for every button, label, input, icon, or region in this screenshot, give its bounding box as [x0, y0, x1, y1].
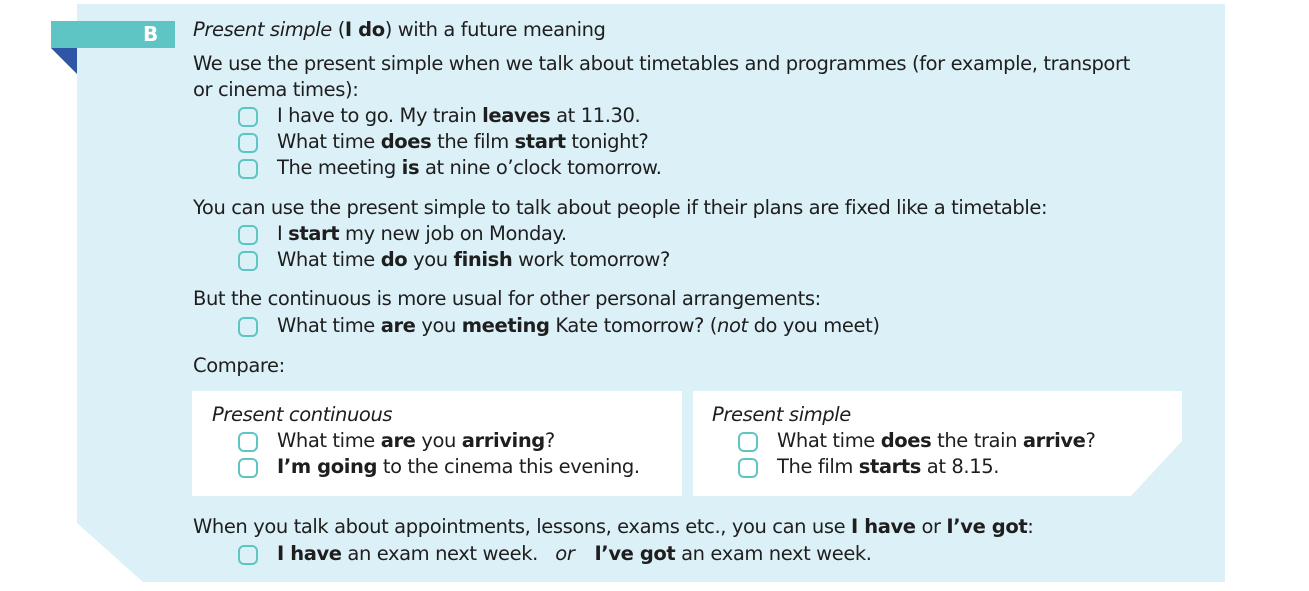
- heading-rest: with a future meaning: [391, 18, 606, 41]
- example-text: What time: [277, 429, 381, 452]
- appointments-rule: When you talk about appointments, lesson…: [193, 515, 1034, 539]
- section-badge-fold: [51, 48, 77, 74]
- example-people-2: What time do you finish work tomorrow?: [277, 248, 670, 272]
- example-text: the train: [931, 429, 1023, 452]
- example-bold: meeting: [461, 314, 550, 337]
- example-bullet-icon: [738, 432, 758, 452]
- example-text: I have to go. My train: [277, 104, 483, 127]
- rule-bold: I’ve got: [946, 515, 1028, 538]
- intro-line-2: or cinema times):: [193, 78, 359, 101]
- example-text: The meeting: [277, 156, 402, 179]
- example-timetable-2: What time does the film start tonight?: [277, 130, 649, 154]
- example-bullet-icon: [238, 251, 258, 271]
- rule-text: :: [1027, 515, 1034, 538]
- example-text: ?: [544, 429, 555, 452]
- example-text: What time: [777, 429, 881, 452]
- example-appointments: I have an exam next week. or I’ve got an …: [277, 542, 872, 566]
- example-bold: I have: [277, 542, 342, 565]
- compare-left-title: Present continuous: [212, 403, 393, 427]
- example-bold: I’m going: [277, 455, 378, 478]
- section-badge: [51, 21, 175, 48]
- example-italic: or: [555, 542, 575, 565]
- example-bold: is: [401, 156, 420, 179]
- compare-right-title-text: Present simple: [712, 403, 851, 426]
- example-text: you: [407, 248, 454, 271]
- example-bullet-icon: [238, 458, 258, 478]
- compare-right-row-2: The film starts at 8.15.: [777, 455, 999, 479]
- rule-bold: I have: [851, 515, 916, 538]
- example-text: you: [415, 314, 462, 337]
- example-bold: does: [380, 130, 432, 153]
- example-continuous: What time are you meeting Kate tomorrow?…: [277, 314, 880, 338]
- example-text: an exam next week.: [675, 542, 872, 565]
- rule-text: or: [915, 515, 947, 538]
- example-italic: not: [717, 314, 748, 337]
- example-bullet-icon: [238, 133, 258, 153]
- example-bullet-icon: [238, 317, 258, 337]
- example-text: I: [277, 222, 289, 245]
- compare-left-title-text: Present continuous: [212, 403, 393, 426]
- example-bold: are: [380, 314, 416, 337]
- compare-label: Compare:: [193, 354, 285, 377]
- example-bold: start: [514, 130, 566, 153]
- compare-box-continuous: [192, 391, 682, 496]
- section-heading: Present simple (I do) with a future mean…: [193, 18, 606, 42]
- rule-text: When you talk about appointments, lesson…: [193, 515, 852, 538]
- example-bold: arriving: [461, 429, 546, 452]
- example-bullet-icon: [238, 107, 258, 127]
- example-text: you: [415, 429, 462, 452]
- example-timetable-3: The meeting is at nine o’clock tomorrow.: [277, 156, 662, 180]
- example-text: The film: [777, 455, 859, 478]
- example-people-1: I start my new job on Monday.: [277, 222, 567, 246]
- example-bold: are: [380, 429, 416, 452]
- example-text: Kate tomorrow? (: [549, 314, 718, 337]
- section-letter: B: [143, 22, 159, 46]
- example-text: at 11.30.: [550, 104, 641, 127]
- example-bullet-icon: [238, 545, 258, 565]
- compare-left-row-1: What time are you arriving?: [277, 429, 555, 453]
- example-text: to the cinema this evening.: [377, 455, 640, 478]
- people-rule: You can use the present simple to talk a…: [193, 196, 1048, 219]
- example-text: tonight?: [565, 130, 649, 153]
- example-text: What time: [277, 314, 381, 337]
- heading-italic: Present simple: [193, 18, 332, 41]
- example-text: What time: [277, 248, 381, 271]
- example-bullet-icon: [238, 225, 258, 245]
- example-text: an exam next week.: [341, 542, 556, 565]
- example-bold: start: [288, 222, 340, 245]
- continuous-rule: But the continuous is more usual for oth…: [193, 287, 821, 310]
- example-bold: starts: [858, 455, 922, 478]
- example-bold: do: [380, 248, 408, 271]
- example-bold: I’ve got: [594, 542, 676, 565]
- example-text: the film: [431, 130, 515, 153]
- intro-line-1: We use the present simple when we talk a…: [193, 52, 1130, 75]
- compare-left-row-2: I’m going to the cinema this evening.: [277, 455, 640, 479]
- example-bold: finish: [453, 248, 513, 271]
- heading-close: ): [384, 18, 393, 41]
- example-bullet-icon: [738, 458, 758, 478]
- example-text: ?: [1085, 429, 1096, 452]
- example-text: do you meet): [747, 314, 880, 337]
- compare-right-row-1: What time does the train arrive?: [777, 429, 1096, 453]
- example-text: What time: [277, 130, 381, 153]
- example-bullet-icon: [238, 159, 258, 179]
- compare-right-title: Present simple: [712, 403, 851, 427]
- compare-box-simple: [693, 391, 1182, 496]
- example-text: my new job on Monday.: [339, 222, 567, 245]
- example-bold: arrive: [1022, 429, 1086, 452]
- example-text: at 8.15.: [921, 455, 1000, 478]
- heading-bold: I do: [344, 18, 385, 41]
- example-bullet-icon: [238, 432, 258, 452]
- example-text: work tomorrow?: [512, 248, 670, 271]
- example-bold: does: [880, 429, 932, 452]
- example-text: at nine o’clock tomorrow.: [419, 156, 662, 179]
- example-timetable-1: I have to go. My train leaves at 11.30.: [277, 104, 641, 128]
- example-bold: leaves: [482, 104, 551, 127]
- heading-open: (: [331, 18, 346, 41]
